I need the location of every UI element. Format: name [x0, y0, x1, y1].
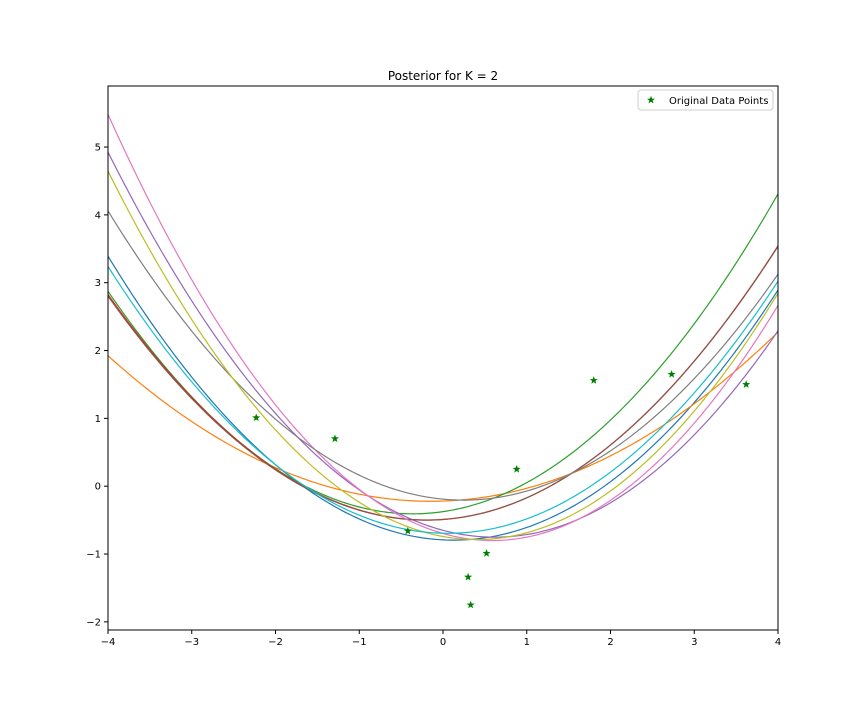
x-tick-label: −4: [101, 637, 116, 648]
y-tick-label: 4: [95, 210, 101, 221]
y-tick-label: 5: [95, 143, 101, 154]
data-point-5: [466, 600, 475, 609]
posterior-curve-8: [108, 210, 778, 501]
posterior-curves: [108, 114, 778, 542]
posterior-curve-6: [108, 246, 778, 521]
y-tick-label: −1: [86, 550, 101, 561]
chart-title: Posterior for K = 2: [388, 69, 498, 83]
posterior-curve-9: [108, 170, 778, 541]
x-tick-label: 0: [440, 637, 446, 648]
data-point-9: [667, 370, 676, 378]
y-tick-label: −2: [86, 617, 101, 628]
legend-star-marker: [647, 95, 655, 104]
x-tick-label: 1: [524, 637, 530, 648]
posterior-curve-10: [108, 266, 778, 534]
data-points: [252, 370, 751, 609]
data-point-6: [482, 549, 491, 557]
data-point-1: [252, 413, 261, 422]
data-point-7: [512, 465, 521, 473]
x-tick-label: 3: [691, 637, 697, 648]
posterior-curve-1: [108, 255, 778, 541]
y-tick-label: 3: [95, 278, 101, 289]
x-tick-label: −3: [184, 637, 199, 648]
x-tick-label: −2: [268, 637, 283, 648]
x-tick-label: 2: [607, 637, 613, 648]
legend-star: [647, 95, 655, 104]
legend-label: Original Data Points: [669, 96, 768, 107]
x-tick-label: −1: [352, 637, 367, 648]
x-axis: −4 −3 −2 −1 0 1 2 3 4: [101, 630, 781, 648]
posterior-curve-5: [108, 151, 778, 538]
data-point-2: [330, 434, 339, 443]
y-tick-label: 1: [95, 414, 101, 425]
y-tick-label: 0: [95, 482, 101, 493]
x-tick-label: 4: [775, 637, 781, 648]
data-point-4: [464, 572, 473, 581]
data-point-3: [403, 526, 412, 535]
data-point-10: [742, 380, 751, 388]
legend: Original Data Points: [637, 89, 774, 111]
legend-box: [637, 89, 774, 111]
data-point-8: [589, 376, 598, 384]
y-axis: −2 −1 0 1 2 3 4 5: [86, 143, 108, 628]
y-tick-label: 2: [95, 346, 101, 357]
